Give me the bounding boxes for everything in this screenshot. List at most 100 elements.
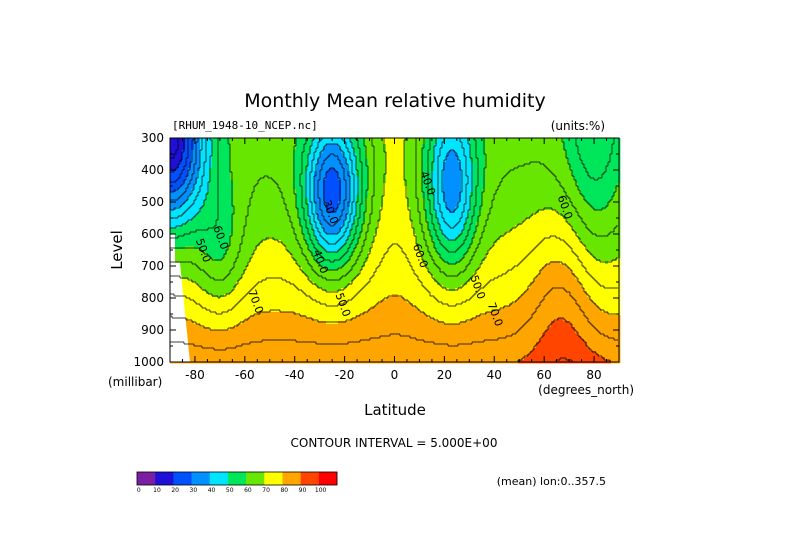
field-cell — [422, 225, 426, 229]
field-cell — [503, 138, 507, 142]
field-cell — [398, 174, 402, 178]
field-cell — [512, 210, 516, 214]
field-cell — [545, 201, 549, 205]
field-cell — [197, 171, 201, 175]
field-cell — [584, 174, 588, 178]
field-cell — [431, 180, 435, 184]
field-cell — [461, 171, 465, 175]
field-cell — [419, 156, 423, 160]
field-cell — [464, 228, 468, 232]
field-cell — [311, 207, 315, 211]
field-cell — [389, 162, 393, 166]
field-cell — [557, 198, 561, 202]
field-cell — [332, 150, 336, 154]
field-cell — [290, 165, 294, 169]
field-cell — [395, 165, 399, 169]
field-cell — [437, 207, 441, 211]
field-cell — [458, 180, 462, 184]
field-cell — [545, 150, 549, 154]
field-cell — [515, 192, 519, 196]
field-cell — [449, 186, 453, 190]
field-cell — [383, 210, 387, 214]
field-cell — [188, 237, 192, 241]
field-cell — [431, 204, 435, 208]
field-cell — [440, 234, 444, 238]
field-cell — [479, 222, 483, 226]
field-cell — [380, 228, 384, 232]
field-cell — [227, 168, 231, 172]
field-cell — [383, 183, 387, 187]
field-cell — [512, 213, 516, 217]
field-cell — [401, 144, 405, 148]
field-cell — [224, 210, 228, 214]
field-cell — [602, 144, 606, 148]
field-cell — [554, 147, 558, 151]
field-cell — [413, 207, 417, 211]
field-cell — [299, 144, 303, 148]
field-cell — [278, 195, 282, 199]
field-cell — [551, 165, 555, 169]
field-cell — [515, 180, 519, 184]
field-cell — [287, 183, 291, 187]
field-cell — [176, 207, 180, 211]
field-cell — [197, 141, 201, 145]
field-cell — [569, 195, 573, 199]
field-cell — [362, 204, 366, 208]
field-cell — [296, 153, 300, 157]
field-cell — [536, 216, 540, 220]
field-cell — [569, 138, 573, 142]
field-cell — [233, 225, 237, 229]
field-cell — [521, 207, 525, 211]
field-cell — [482, 153, 486, 157]
field-cell — [488, 159, 492, 163]
field-cell — [410, 198, 414, 202]
field-cell — [269, 180, 273, 184]
field-cell — [362, 183, 366, 187]
field-cell — [362, 150, 366, 154]
field-cell — [266, 234, 270, 238]
field-cell — [380, 147, 384, 151]
field-cell — [407, 180, 411, 184]
field-cell — [317, 189, 321, 193]
field-cell — [605, 186, 609, 190]
field-cell — [356, 210, 360, 214]
field-cell — [329, 171, 333, 175]
field-cell — [236, 225, 240, 229]
field-cell — [212, 213, 216, 217]
field-cell — [335, 228, 339, 232]
field-cell — [521, 231, 525, 235]
field-cell — [395, 222, 399, 226]
field-cell — [212, 153, 216, 157]
field-cell — [293, 180, 297, 184]
field-cell — [515, 156, 519, 160]
field-cell — [512, 138, 516, 142]
field-cell — [521, 168, 525, 172]
field-cell — [479, 213, 483, 217]
field-cell — [584, 207, 588, 211]
field-cell — [374, 156, 378, 160]
field-cell — [440, 219, 444, 223]
field-cell — [422, 153, 426, 157]
field-cell — [599, 228, 603, 232]
field-cell — [401, 216, 405, 220]
field-cell — [458, 177, 462, 181]
field-cell — [578, 144, 582, 148]
field-cell — [182, 195, 186, 199]
field-cell — [497, 186, 501, 190]
field-cell — [245, 138, 249, 142]
field-cell — [410, 204, 414, 208]
field-cell — [521, 171, 525, 175]
field-cell — [383, 165, 387, 169]
field-cell — [497, 168, 501, 172]
field-cell — [188, 201, 192, 205]
field-cell — [206, 165, 210, 169]
field-cell — [320, 219, 324, 223]
field-cell — [293, 234, 297, 238]
field-cell — [341, 204, 345, 208]
field-cell — [218, 156, 222, 160]
field-cell — [203, 216, 207, 220]
field-cell — [389, 219, 393, 223]
field-cell — [392, 195, 396, 199]
field-cell — [530, 219, 534, 223]
field-cell — [314, 231, 318, 235]
